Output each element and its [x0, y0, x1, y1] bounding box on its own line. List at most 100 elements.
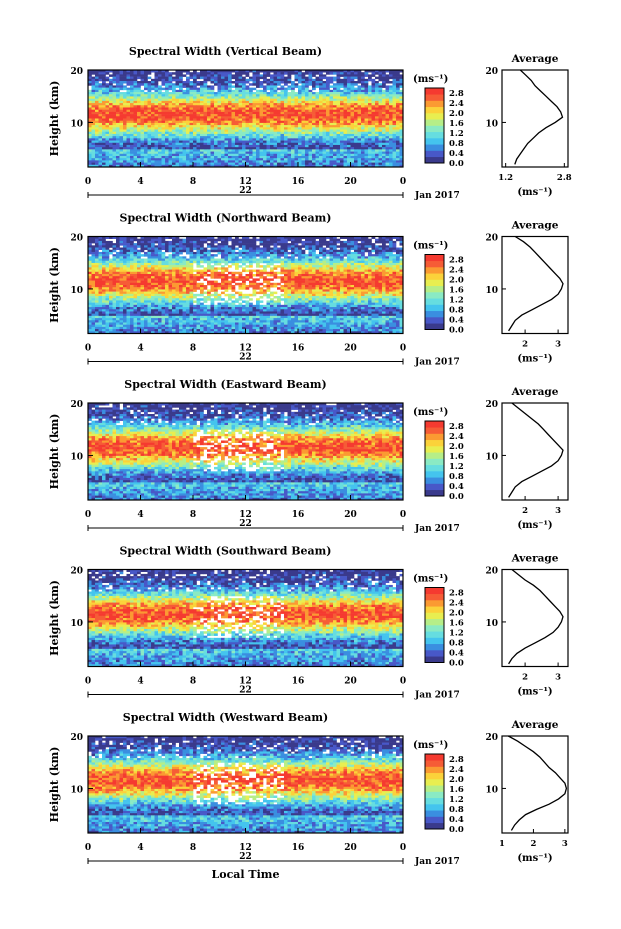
heatmap-cell: [235, 236, 239, 239]
heatmap-cell: [200, 140, 204, 144]
heatmap-cell: [319, 258, 323, 262]
heatmap-cell: [151, 111, 155, 115]
heatmap-cell: [298, 164, 302, 168]
heatmap-cell: [308, 81, 313, 84]
heatmap-cell: [133, 133, 138, 137]
heatmap-cell: [284, 94, 288, 97]
heatmap-cell: [158, 120, 162, 124]
heatmap-cell: [217, 92, 222, 95]
heatmap-cell: [315, 105, 320, 108]
heatmap-cell: [364, 243, 369, 246]
heatmap-cell: [172, 147, 176, 150]
heatmap-cell: [273, 105, 278, 108]
heatmap-cell: [235, 125, 239, 128]
heatmap-cell: [147, 92, 152, 95]
heatmap-cell: [340, 116, 344, 119]
heatmap-cell: [133, 254, 138, 257]
heatmap-cell: [270, 144, 274, 148]
heatmap-cell: [256, 245, 260, 248]
heatmap-cell: [368, 138, 372, 141]
heatmap-cell: [224, 122, 229, 126]
heatmap-cell: [389, 236, 393, 239]
heatmap-cell: [301, 81, 306, 84]
heatmap-cell: [329, 89, 334, 93]
heatmap-cell: [119, 87, 124, 91]
heatmap-cell: [382, 109, 386, 113]
heatmap-cell: [242, 96, 246, 99]
heatmap-cell: [175, 94, 180, 97]
heatmap-cell: [147, 265, 152, 268]
heatmap-cell: [294, 262, 299, 266]
heatmap-cell: [354, 240, 358, 244]
heatmap-cell: [249, 107, 253, 110]
heatmap-cell: [102, 81, 106, 84]
heatmap-cell: [280, 262, 285, 266]
heatmap-cell: [399, 243, 404, 246]
heatmap-cell: [228, 109, 232, 113]
heatmap-cell: [200, 81, 204, 84]
heatmap-cell: [319, 151, 323, 155]
heatmap-cell: [105, 89, 110, 93]
heatmap-cell: [161, 262, 166, 266]
heatmap-cell: [319, 140, 323, 144]
heatmap-cell: [301, 120, 306, 124]
heatmap-cell: [147, 147, 152, 150]
heatmap-cell: [231, 256, 236, 259]
heatmap-cell: [329, 111, 334, 115]
heatmap-cell: [340, 258, 344, 262]
heatmap-cell: [308, 262, 313, 266]
heatmap-cell: [140, 116, 145, 119]
heatmap-cell: [158, 138, 162, 141]
heatmap-cell: [242, 83, 246, 86]
heatmap-cell: [364, 96, 369, 99]
heatmap-cell: [343, 164, 348, 168]
heatmap-cell: [357, 236, 362, 239]
heatmap-cell: [161, 247, 166, 251]
heatmap-cell: [172, 258, 176, 262]
heatmap-cell: [350, 70, 355, 73]
heatmap-cell: [266, 92, 271, 95]
heatmap-cell: [385, 92, 390, 95]
heatmap-cell: [298, 258, 302, 262]
heatmap-cell: [214, 158, 218, 161]
heatmap-cell: [154, 236, 159, 239]
heatmap-cell: [228, 155, 232, 159]
heatmap-cell: [273, 125, 278, 128]
heatmap-cell: [168, 147, 173, 150]
heatmap-cell: [315, 149, 320, 152]
heatmap-cell: [305, 144, 309, 148]
heatmap-cell: [308, 129, 313, 133]
heatmap-cell: [137, 153, 141, 157]
heatmap-cell: [396, 105, 400, 108]
heatmap-cell: [144, 142, 148, 146]
heatmap-cell: [158, 85, 162, 88]
heatmap-cell: [207, 105, 211, 108]
heatmap-cell: [322, 122, 327, 126]
heatmap-cell: [231, 131, 236, 135]
heatmap-cell: [270, 155, 274, 159]
heatmap-cell: [357, 81, 362, 84]
heatmap-cell: [396, 149, 400, 152]
heatmap-cell: [112, 118, 117, 121]
heatmap-cell: [319, 142, 323, 146]
heatmap-cell: [165, 133, 169, 137]
heatmap-cell: [396, 238, 400, 242]
heatmap-cell: [368, 136, 372, 139]
heatmap-cell: [228, 70, 232, 73]
heatmap-cell: [123, 70, 127, 73]
heatmap-cell: [172, 265, 176, 268]
heatmap-cell: [238, 83, 243, 86]
heatmap-cell: [238, 249, 243, 253]
heatmap-cell: [158, 72, 162, 75]
heatmap-cell: [249, 111, 253, 115]
heatmap-cell: [340, 100, 344, 104]
heatmap-cell: [179, 85, 183, 88]
heatmap-cell: [336, 87, 341, 91]
heatmap-cell: [312, 118, 316, 121]
heatmap-cell: [112, 149, 117, 152]
heatmap-cell: [147, 72, 152, 75]
heatmap-cell: [350, 118, 355, 121]
heatmap-cell: [340, 83, 344, 86]
heatmap-cell: [158, 103, 162, 106]
heatmap-cell: [130, 245, 134, 248]
